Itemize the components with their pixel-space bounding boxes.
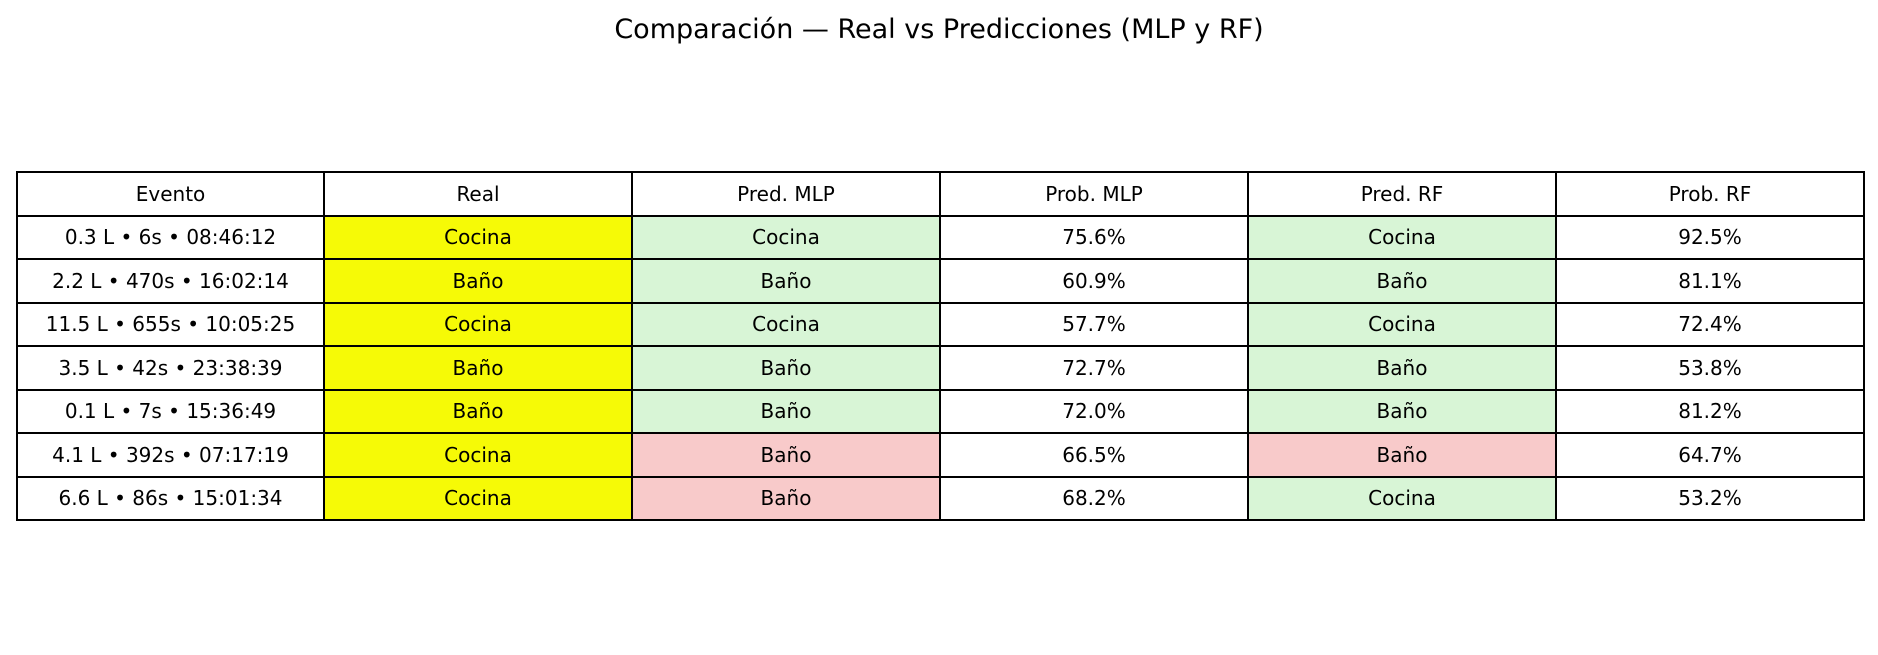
- cell-pred-mlp: Baño: [631, 345, 941, 391]
- table-header-row: Evento Real Pred. MLP Prob. MLP Pred. RF Prob…: [16, 171, 1865, 217]
- cell-prob-mlp: 72.7%: [939, 345, 1249, 391]
- chart-title: Comparación — Real vs Predicciones (MLP …: [614, 14, 1264, 45]
- cell-real: Baño: [323, 345, 633, 391]
- cell-prob-mlp: 57.7%: [939, 301, 1249, 347]
- cell-prob-rf: 92.5%: [1555, 214, 1865, 260]
- cell-real: Cocina: [323, 301, 633, 347]
- cell-evento: 11.5 L • 655s • 10:05:25: [16, 301, 325, 347]
- cell-prob-mlp: 75.6%: [939, 214, 1249, 260]
- cell-real: Cocina: [323, 432, 633, 478]
- cell-pred-mlp: Baño: [631, 432, 941, 478]
- column-header-prob-rf: Prob. RF: [1555, 171, 1865, 217]
- column-header-pred-rf: Pred. RF: [1247, 171, 1557, 217]
- cell-pred-mlp: Baño: [631, 475, 941, 521]
- table-body: 0.3 L • 6s • 08:46:12 Cocina Cocina 75.6% Co…: [16, 214, 1865, 521]
- cell-evento: 2.2 L • 470s • 16:02:14: [16, 258, 325, 304]
- cell-pred-rf: Cocina: [1247, 301, 1557, 347]
- cell-prob-rf: 53.2%: [1555, 475, 1865, 521]
- table-row: 2.2 L • 470s • 16:02:14 Baño Baño 60.9% Baño…: [16, 258, 1865, 304]
- cell-prob-mlp: 68.2%: [939, 475, 1249, 521]
- column-header-real: Real: [323, 171, 633, 217]
- cell-real: Cocina: [323, 214, 633, 260]
- cell-evento: 4.1 L • 392s • 07:17:19: [16, 432, 325, 478]
- cell-real: Cocina: [323, 475, 633, 521]
- cell-evento: 3.5 L • 42s • 23:38:39: [16, 345, 325, 391]
- cell-prob-rf: 72.4%: [1555, 301, 1865, 347]
- cell-pred-rf: Baño: [1247, 432, 1557, 478]
- cell-pred-mlp: Baño: [631, 258, 941, 304]
- cell-prob-rf: 64.7%: [1555, 432, 1865, 478]
- comparison-table-container: Evento Real Pred. MLP Prob. MLP Pred. RF Prob…: [16, 171, 1865, 521]
- cell-prob-mlp: 72.0%: [939, 388, 1249, 434]
- cell-pred-rf: Baño: [1247, 345, 1557, 391]
- cell-pred-mlp: Cocina: [631, 214, 941, 260]
- cell-pred-rf: Cocina: [1247, 214, 1557, 260]
- column-header-evento: Evento: [16, 171, 325, 217]
- comparison-table: Evento Real Pred. MLP Prob. MLP Pred. RF Prob…: [16, 171, 1865, 521]
- cell-evento: 0.3 L • 6s • 08:46:12: [16, 214, 325, 260]
- cell-prob-mlp: 60.9%: [939, 258, 1249, 304]
- cell-real: Baño: [323, 388, 633, 434]
- column-header-prob-mlp: Prob. MLP: [939, 171, 1249, 217]
- cell-evento: 0.1 L • 7s • 15:36:49: [16, 388, 325, 434]
- table-row: 0.3 L • 6s • 08:46:12 Cocina Cocina 75.6% Co…: [16, 214, 1865, 260]
- cell-prob-rf: 81.1%: [1555, 258, 1865, 304]
- cell-pred-mlp: Cocina: [631, 301, 941, 347]
- cell-pred-rf: Baño: [1247, 258, 1557, 304]
- cell-evento: 6.6 L • 86s • 15:01:34: [16, 475, 325, 521]
- table-row: 3.5 L • 42s • 23:38:39 Baño Baño 72.7% Baño 5…: [16, 345, 1865, 391]
- table-row: 0.1 L • 7s • 15:36:49 Baño Baño 72.0% Baño 81…: [16, 388, 1865, 434]
- table-row: 11.5 L • 655s • 10:05:25 Cocina Cocina 57.7…: [16, 301, 1865, 347]
- table-row: 6.6 L • 86s • 15:01:34 Cocina Baño 68.2% Coc…: [16, 475, 1865, 521]
- cell-real: Baño: [323, 258, 633, 304]
- cell-prob-mlp: 66.5%: [939, 432, 1249, 478]
- cell-pred-mlp: Baño: [631, 388, 941, 434]
- cell-pred-rf: Cocina: [1247, 475, 1557, 521]
- table-row: 4.1 L • 392s • 07:17:19 Cocina Baño 66.5% Ba…: [16, 432, 1865, 478]
- column-header-pred-mlp: Pred. MLP: [631, 171, 941, 217]
- cell-prob-rf: 53.8%: [1555, 345, 1865, 391]
- cell-pred-rf: Baño: [1247, 388, 1557, 434]
- cell-prob-rf: 81.2%: [1555, 388, 1865, 434]
